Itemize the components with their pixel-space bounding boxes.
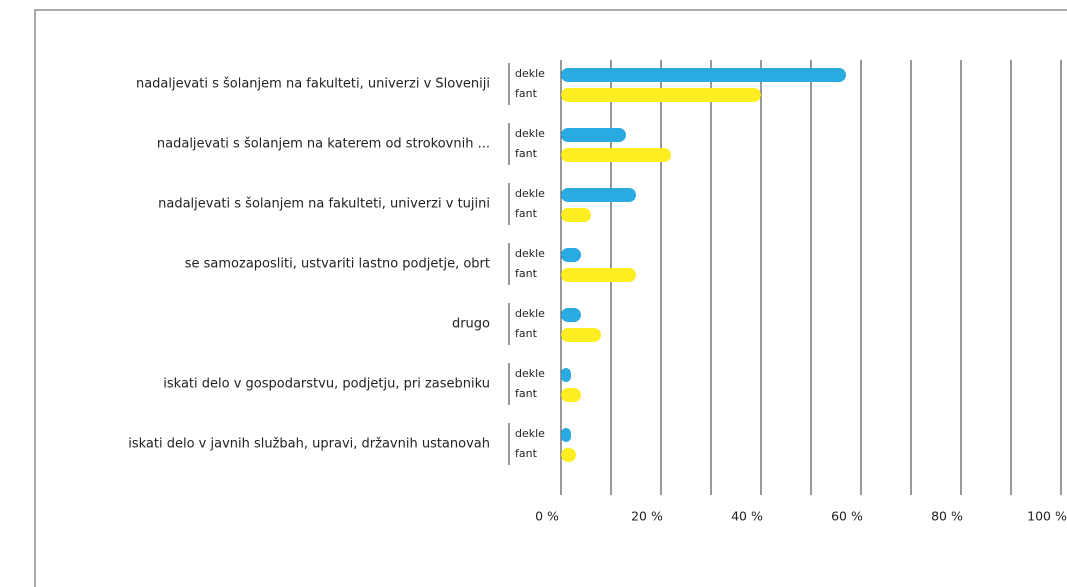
bar	[561, 88, 761, 102]
series-label: fant	[515, 207, 538, 220]
category-label: iskati delo v gospodarstvu, podjetju, pr…	[163, 377, 490, 392]
bar	[561, 188, 636, 202]
series-label: fant	[515, 87, 538, 100]
series-label: fant	[515, 387, 538, 400]
bar	[561, 308, 581, 322]
bar	[561, 248, 581, 262]
bar	[561, 388, 581, 402]
series-label: dekle	[515, 307, 545, 320]
bar	[561, 268, 636, 282]
series-label: dekle	[515, 427, 545, 440]
bar	[561, 368, 571, 382]
category-label: nadaljevati s šolanjem na fakulteti, uni…	[158, 197, 490, 212]
series-label: fant	[515, 447, 538, 460]
bar	[561, 68, 846, 82]
x-tick-label: 0 %	[535, 509, 559, 524]
x-tick-label: 60 %	[831, 509, 863, 524]
category-label: se samozaposliti, ustvariti lastno podje…	[185, 257, 490, 272]
series-label: dekle	[515, 247, 545, 260]
series-label: dekle	[515, 67, 545, 80]
series-label: fant	[515, 327, 538, 340]
x-tick-label: 100 %	[1027, 509, 1067, 524]
bar	[561, 148, 671, 162]
x-tick-label: 80 %	[931, 509, 963, 524]
bar	[561, 428, 571, 442]
series-label: fant	[515, 267, 538, 280]
category-label: iskati delo v javnih službah, upravi, dr…	[128, 437, 490, 452]
series-label: fant	[515, 147, 538, 160]
panel-border	[34, 9, 1067, 587]
series-label: dekle	[515, 187, 545, 200]
series-label: dekle	[515, 367, 545, 380]
series-label: dekle	[515, 127, 545, 140]
x-tick-label: 20 %	[631, 509, 663, 524]
category-label: drugo	[452, 317, 490, 332]
category-label: nadaljevati s šolanjem na fakulteti, uni…	[136, 77, 490, 92]
bar	[561, 208, 591, 222]
x-tick-label: 40 %	[731, 509, 763, 524]
bar	[561, 128, 626, 142]
bar	[561, 328, 601, 342]
bar	[561, 448, 576, 462]
category-label: nadaljevati s šolanjem na katerem od str…	[157, 137, 490, 152]
